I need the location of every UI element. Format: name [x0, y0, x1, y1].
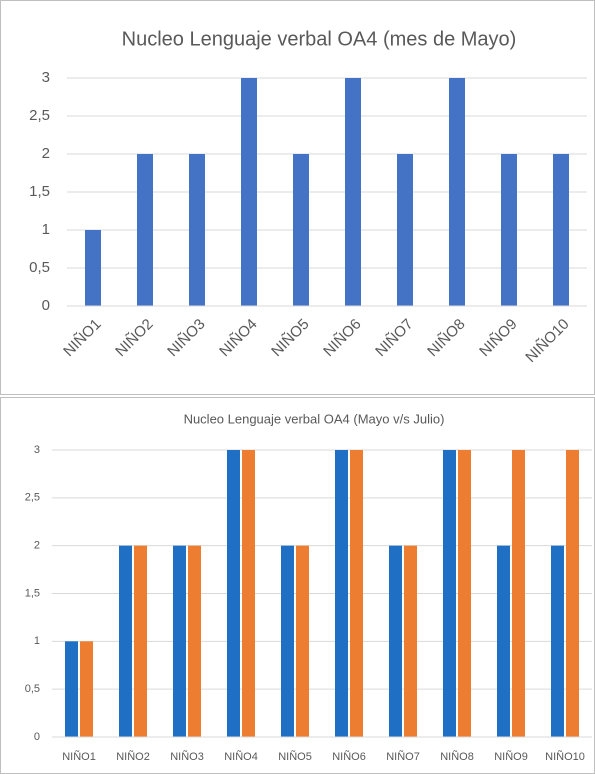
x-tick-label: NIÑO6: [332, 750, 366, 763]
bar: [512, 450, 525, 737]
bar: [501, 154, 517, 306]
x-tick-label: NIÑO2: [112, 316, 156, 360]
x-tick-label: NIÑO4: [224, 750, 258, 763]
x-tick-label: NIÑO4: [216, 316, 260, 360]
bar: [119, 545, 132, 737]
bar: [350, 450, 363, 737]
bar: [173, 545, 186, 737]
y-tick-label: 1,5: [25, 587, 40, 599]
bar: [293, 154, 309, 306]
bar: [137, 154, 153, 306]
bar: [241, 78, 257, 306]
bar: [134, 545, 147, 737]
y-tick-label: 0,5: [25, 683, 40, 695]
y-tick-label: 2,5: [25, 492, 40, 504]
y-tick-label: 0,5: [29, 259, 50, 276]
bar: [458, 450, 471, 737]
bar: [449, 78, 465, 306]
x-tick-label: NIÑO8: [424, 316, 468, 360]
bar: [497, 545, 510, 737]
bar: [65, 641, 78, 737]
y-tick-label: 2: [42, 145, 50, 162]
y-tick-label: 0: [42, 297, 50, 314]
bar: [404, 545, 417, 737]
x-tick-label: NIÑO9: [476, 316, 520, 360]
y-tick-label: 1: [34, 635, 40, 647]
bar: [85, 230, 101, 306]
y-tick-label: 1: [42, 221, 50, 238]
x-tick-label: NIÑO9: [494, 750, 528, 763]
x-tick-label: NIÑO5: [268, 316, 312, 360]
x-tick-label: NIÑO7: [372, 316, 416, 360]
x-tick-label: NIÑO3: [164, 316, 208, 360]
bar: [389, 545, 402, 737]
bar: [397, 154, 413, 306]
bar: [189, 154, 205, 306]
x-tick-label: NIÑO2: [116, 750, 150, 763]
y-tick-label: 3: [34, 444, 40, 456]
x-tick-label: NIÑO1: [62, 750, 96, 763]
x-tick-label: NIÑO1: [60, 316, 104, 360]
x-tick-label: NIÑO3: [170, 750, 204, 763]
x-tick-label: NIÑO10: [522, 316, 572, 366]
bar: [345, 78, 361, 306]
y-tick-label: 2,5: [29, 107, 50, 124]
x-tick-label: NIÑO8: [440, 750, 474, 763]
bar: [296, 545, 309, 737]
y-tick-label: 3: [42, 69, 50, 86]
y-tick-label: 2: [34, 540, 40, 552]
x-tick-label: NIÑO7: [386, 750, 420, 763]
bar: [443, 450, 456, 737]
bar: [551, 545, 564, 737]
chart-title: Nucleo Lenguaje verbal OA4 (mes de Mayo): [122, 28, 517, 50]
x-tick-label: NIÑO5: [278, 750, 312, 763]
x-tick-label: NIÑO10: [545, 750, 585, 763]
chart-title: Nucleo Lenguaje verbal OA4 (Mayo v/s Jul…: [184, 411, 445, 426]
x-tick-label: NIÑO6: [320, 316, 364, 360]
bar: [227, 450, 240, 737]
y-tick-label: 1,5: [29, 183, 50, 200]
bar: [188, 545, 201, 737]
bar: [335, 450, 348, 737]
bar: [566, 450, 579, 737]
y-tick-label: 0: [34, 731, 40, 743]
bar: [281, 545, 294, 737]
bar: [553, 154, 569, 306]
bar: [80, 641, 93, 737]
bar: [242, 450, 255, 737]
